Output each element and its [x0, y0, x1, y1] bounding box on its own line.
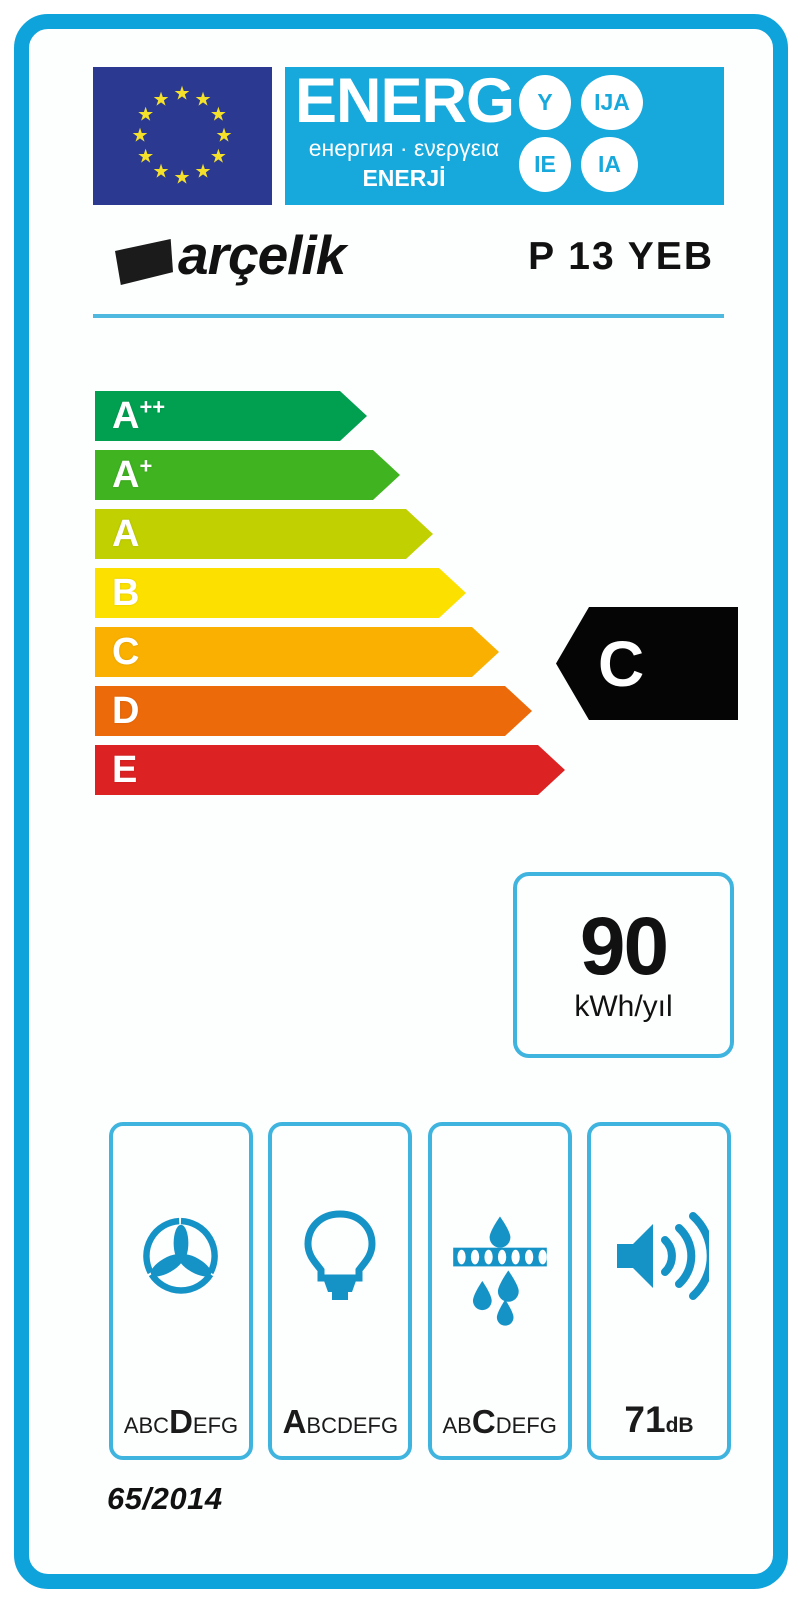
language-suffix-ia: IA	[581, 137, 638, 192]
measure-box-fluid-dynamic-efficiency-class: ABCDEFG	[109, 1122, 253, 1460]
eu-star-icon: ★	[194, 89, 212, 111]
class-scale-post: DEFG	[495, 1413, 557, 1438]
energy-class-bar-shape	[95, 745, 565, 795]
brand-model-row: arçelik P 13 YEB	[93, 221, 724, 293]
annual-consumption-value: 90	[579, 901, 669, 993]
header-divider	[93, 314, 724, 318]
eu-star-icon: ★	[137, 104, 155, 126]
measure-box-grease-filtering-efficiency-class: ABCDEFG	[427, 1122, 572, 1460]
rating-arrow: C	[556, 607, 738, 720]
energy-class-bar: A+	[95, 450, 400, 500]
energy-class-bar-shape	[95, 450, 400, 500]
class-scale-selected: C	[471, 1403, 496, 1440]
eu-star-icon: ★	[173, 83, 191, 105]
sound-level-value: 71	[624, 1399, 666, 1440]
language-suffix-ie: IE	[519, 137, 571, 192]
measures-row: ABCDEFG ABCDEFG ABCDEFG 71dB	[109, 1122, 731, 1460]
eu-star-icon: ★	[152, 161, 170, 183]
energy-class-bar-label: B	[112, 572, 140, 614]
sound-level-unit: dB	[665, 1414, 694, 1437]
european-union-flag: ★ ★ ★ ★ ★ ★ ★ ★ ★ ★ ★ ★	[93, 67, 272, 205]
eu-star-icon: ★	[131, 125, 149, 147]
energy-class-bar-label: C	[112, 631, 140, 673]
measure-box-sound-power-level: 71dB	[586, 1122, 731, 1460]
energ-title: ENERG	[295, 66, 515, 136]
class-scale-pre: ABC	[123, 1413, 170, 1438]
energy-class-bar-shape	[95, 509, 433, 559]
model-name: P 13 YEB	[528, 235, 714, 278]
energy-class-bar: A++	[95, 391, 367, 441]
class-scale-pre: AB	[442, 1413, 472, 1438]
energy-class-bar-label: E	[112, 749, 138, 791]
class-scale-selected: A	[282, 1403, 307, 1440]
measure-caption: ABCDEFG	[432, 1405, 568, 1438]
energy-class-bar-label: A+	[112, 453, 153, 496]
energy-class-bar: A	[95, 509, 433, 559]
energ-subtitle-line1: енергия · ενεργεια	[308, 135, 500, 161]
sound-icon	[591, 1156, 727, 1356]
eu-star-icon: ★	[209, 104, 227, 126]
eu-star-icon: ★	[194, 161, 212, 183]
label-header: ★ ★ ★ ★ ★ ★ ★ ★ ★ ★ ★ ★ ENERG енергия · ενεργεια EN…	[93, 67, 724, 205]
energy-class-bar-label: A++	[112, 394, 166, 437]
arcelik-logo-icon	[115, 239, 173, 285]
class-scale-post: BCDEFG	[306, 1413, 399, 1438]
energy-class-bar-label-sup: ++	[139, 394, 166, 420]
energy-class-scale: A++ A+ A B C D E	[95, 391, 575, 805]
measure-caption: 71dB	[591, 1401, 727, 1438]
regulation-reference: 65/2014	[107, 1481, 223, 1516]
eu-star-icon: ★	[215, 125, 233, 147]
brand-name: arçelik	[178, 224, 346, 286]
energy-class-bar-label: A	[112, 513, 140, 555]
energy-label-frame: ★ ★ ★ ★ ★ ★ ★ ★ ★ ★ ★ ★ ENERG енергия · ενεργεια EN…	[14, 14, 788, 1589]
language-suffix-ija: IJA	[581, 75, 643, 130]
lightbulb-icon	[272, 1156, 408, 1356]
class-scale-post: EFG	[192, 1413, 239, 1438]
energ-subtitle-line2: ENERJİ	[362, 165, 446, 191]
energy-class-bar-shape	[95, 391, 367, 441]
class-scale-selected: D	[169, 1403, 193, 1440]
fan-icon	[113, 1156, 249, 1356]
language-suffix-group: Y IJA IE IA	[513, 75, 718, 197]
energy-class-bar-shape	[95, 627, 499, 677]
energy-banner: ENERG енергия · ενεργεια ENERJİ Y IJA IE…	[285, 67, 724, 205]
measure-box-lighting-efficiency-class: ABCDEFG	[268, 1122, 413, 1460]
eu-star-icon: ★	[137, 146, 155, 168]
annual-consumption-box: 90 kWh/yıl	[513, 872, 734, 1058]
energy-class-bar: E	[95, 745, 565, 795]
language-suffix-y: Y	[519, 75, 571, 130]
energy-class-bar: C	[95, 627, 499, 677]
eu-star-icon: ★	[173, 167, 191, 189]
energy-class-bar-label-sup: +	[139, 453, 153, 479]
energy-class-bar-shape	[95, 686, 532, 736]
annual-consumption-unit: kWh/yıl	[574, 989, 673, 1023]
rating-letter: C	[598, 627, 645, 700]
energy-class-bar-shape	[95, 568, 466, 618]
eu-star-icon: ★	[209, 146, 227, 168]
measure-caption: ABCDEFG	[272, 1405, 408, 1438]
energy-class-bar: D	[95, 686, 532, 736]
measure-caption: ABCDEFG	[113, 1405, 249, 1438]
energy-class-bar-label: D	[112, 690, 140, 732]
eu-star-icon: ★	[152, 89, 170, 111]
grease-filter-icon	[432, 1156, 568, 1356]
energy-class-bar: B	[95, 568, 466, 618]
